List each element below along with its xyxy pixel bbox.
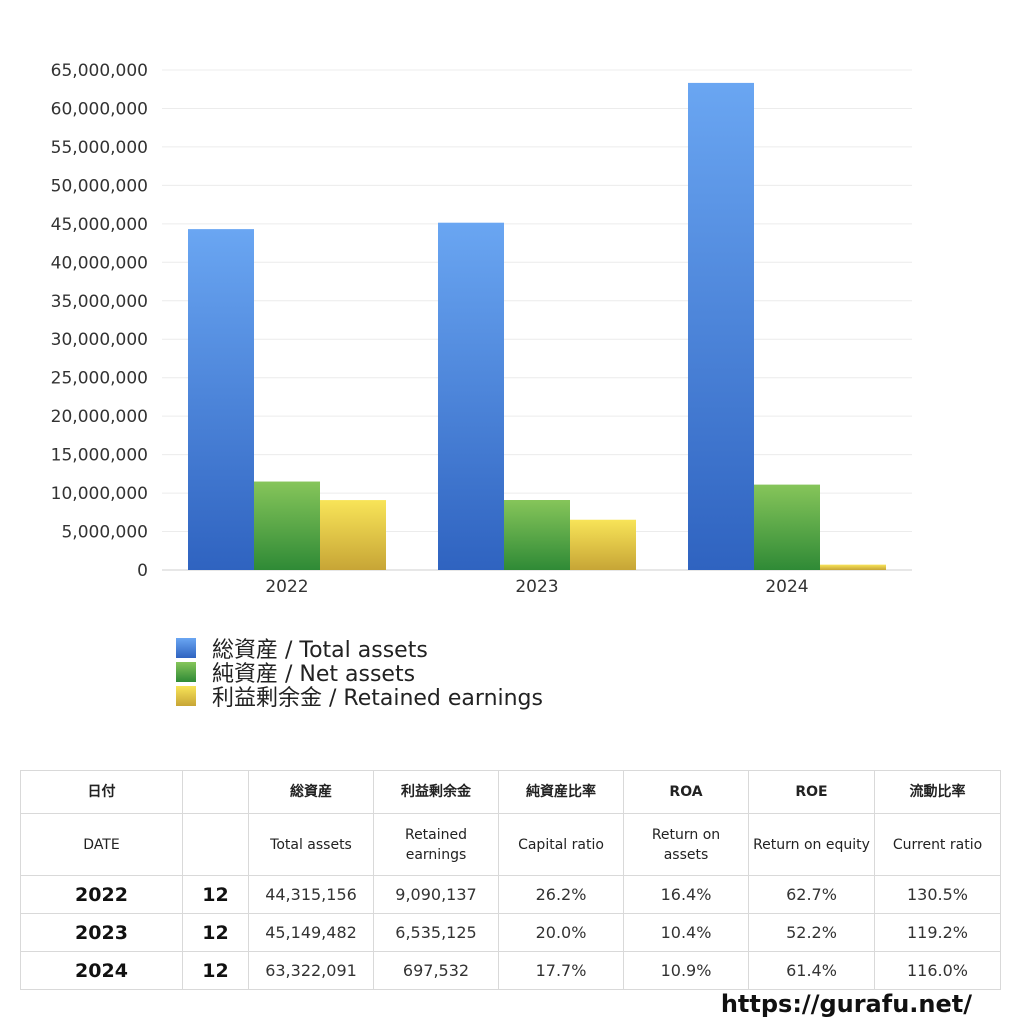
site-url-link[interactable]: https://gurafu.net/ xyxy=(720,990,972,1018)
y-tick-label: 15,000,000 xyxy=(51,446,148,466)
cell-year: 2022 xyxy=(20,875,183,914)
bar-chart: 0 5,000,000 10,000,000 15,000,000 20,000,000… xyxy=(51,61,912,597)
header-roa-jp: ROA xyxy=(623,770,749,814)
header-total-assets-en: Total assets xyxy=(248,813,374,876)
x-tick-label: 2023 xyxy=(515,577,558,597)
bar-net-assets xyxy=(254,481,320,570)
cell-month: 12 xyxy=(182,875,249,914)
legend-swatch-total-assets xyxy=(176,638,196,658)
x-axis-ticks: 2022 2023 2024 xyxy=(265,577,808,597)
y-tick-label: 65,000,000 xyxy=(51,61,148,81)
table-row: 2024 12 63,322,091 697,532 17.7% 10.9% 6… xyxy=(20,951,1001,990)
header-date-en: DATE xyxy=(20,813,183,876)
cell-month: 12 xyxy=(182,951,249,990)
header-month-en xyxy=(182,813,249,876)
x-tick-label: 2022 xyxy=(265,577,308,597)
header-capital-ratio-en: Capital ratio xyxy=(498,813,624,876)
legend-label-net-assets: 純資産 / Net assets xyxy=(212,662,416,687)
header-current-ratio-en: Current ratio xyxy=(874,813,1001,876)
y-tick-label: 30,000,000 xyxy=(51,330,148,350)
cell-roa: 10.4% xyxy=(623,913,749,952)
chart-legend: 総資産 / Total assets 純資産 / Net assets 利益剰余… xyxy=(176,636,543,711)
cell-current-ratio: 130.5% xyxy=(874,875,1001,914)
cell-year: 2023 xyxy=(20,913,183,952)
table-row: 2023 12 45,149,482 6,535,125 20.0% 10.4%… xyxy=(20,913,1001,952)
bar-total-assets xyxy=(688,82,754,571)
legend-label-total-assets: 総資産 / Total assets xyxy=(212,638,428,663)
table-header-row-en: DATE Total assets Retained earnings Capi… xyxy=(20,813,1001,876)
y-tick-label: 40,000,000 xyxy=(51,253,148,273)
header-roe-en: Return on equity xyxy=(748,813,875,876)
table-row: 2022 12 44,315,156 9,090,137 26.2% 16.4%… xyxy=(20,875,1001,914)
header-total-assets-jp: 総資産 xyxy=(248,770,374,814)
y-tick-label: 55,000,000 xyxy=(51,138,148,158)
header-current-ratio-jp: 流動比率 xyxy=(874,770,1001,814)
table-header-row-jp: 日付 総資産 利益剰余金 純資産比率 ROA ROE 流動比率 xyxy=(20,770,1001,814)
header-date-jp: 日付 xyxy=(20,770,183,814)
cell-roe: 61.4% xyxy=(748,951,875,990)
y-tick-label: 35,000,000 xyxy=(51,292,148,312)
y-tick-label: 10,000,000 xyxy=(51,484,148,504)
legend-item-net-assets: 純資産 / Net assets xyxy=(176,660,543,687)
cell-capital-ratio: 26.2% xyxy=(498,875,624,914)
cell-roa: 10.9% xyxy=(623,951,749,990)
bar-retained-earnings xyxy=(320,500,386,570)
cell-capital-ratio: 20.0% xyxy=(498,913,624,952)
cell-total-assets: 44,315,156 xyxy=(248,875,374,914)
cell-retained-earnings: 6,535,125 xyxy=(373,913,499,952)
y-tick-label: 5,000,000 xyxy=(61,523,148,543)
cell-roe: 52.2% xyxy=(748,913,875,952)
cell-retained-earnings: 697,532 xyxy=(373,951,499,990)
legend-item-retained-earnings: 利益剰余金 / Retained earnings xyxy=(176,684,543,711)
bar-retained-earnings xyxy=(820,564,886,570)
bar-retained-earnings xyxy=(570,519,636,570)
cell-current-ratio: 116.0% xyxy=(874,951,1001,990)
cell-roe: 62.7% xyxy=(748,875,875,914)
bar-total-assets xyxy=(438,222,504,570)
cell-retained-earnings: 9,090,137 xyxy=(373,875,499,914)
y-tick-label: 0 xyxy=(137,561,148,581)
header-capital-ratio-jp: 純資産比率 xyxy=(498,770,624,814)
header-month-jp xyxy=(182,770,249,814)
legend-label-retained-earnings: 利益剰余金 / Retained earnings xyxy=(212,686,543,711)
y-tick-label: 60,000,000 xyxy=(51,99,148,119)
cell-month: 12 xyxy=(182,913,249,952)
bars xyxy=(188,82,886,571)
bar-net-assets xyxy=(504,500,570,570)
cell-year: 2024 xyxy=(20,951,183,990)
cell-total-assets: 45,149,482 xyxy=(248,913,374,952)
grid-lines xyxy=(162,69,912,571)
cell-roa: 16.4% xyxy=(623,875,749,914)
bar-total-assets xyxy=(188,229,254,570)
header-roe-jp: ROE xyxy=(748,770,875,814)
header-roa-en: Return on assets xyxy=(623,813,749,876)
header-retained-earnings-en: Retained earnings xyxy=(373,813,499,876)
legend-swatch-net-assets xyxy=(176,662,196,682)
y-tick-label: 50,000,000 xyxy=(51,176,148,196)
y-tick-label: 45,000,000 xyxy=(51,215,148,235)
y-tick-label: 25,000,000 xyxy=(51,369,148,389)
cell-current-ratio: 119.2% xyxy=(874,913,1001,952)
x-tick-label: 2024 xyxy=(765,577,808,597)
financial-summary-table: 日付 総資産 利益剰余金 純資産比率 ROA ROE 流動比率 DATE Tot… xyxy=(20,770,1001,990)
bar-net-assets xyxy=(754,484,820,570)
legend-swatch-retained-earnings xyxy=(176,686,196,706)
cell-total-assets: 63,322,091 xyxy=(248,951,374,990)
y-tick-label: 20,000,000 xyxy=(51,407,148,427)
header-retained-earnings-jp: 利益剰余金 xyxy=(373,770,499,814)
cell-capital-ratio: 17.7% xyxy=(498,951,624,990)
y-axis-ticks: 0 5,000,000 10,000,000 15,000,000 20,000,000… xyxy=(51,61,148,581)
legend-item-total-assets: 総資産 / Total assets xyxy=(176,636,543,663)
